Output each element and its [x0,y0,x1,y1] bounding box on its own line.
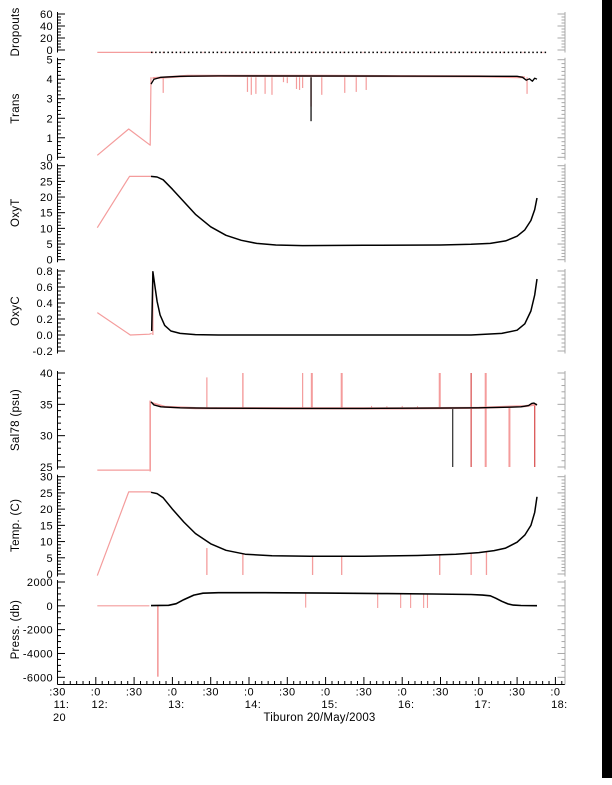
svg-text:0.6: 0.6 [37,282,54,294]
svg-text:20: 20 [40,192,53,204]
svg-text:-6000: -6000 [23,672,53,684]
y-axis-label: Press. (db) [10,600,22,660]
series-raw [96,312,152,336]
svg-text::0: :0 [550,687,560,699]
svg-text::0: :0 [244,687,254,699]
svg-text:-4000: -4000 [23,648,53,660]
svg-text:20: 20 [53,712,66,724]
y-axis-label: Trans [10,93,22,123]
svg-text:15: 15 [40,520,53,532]
svg-text::0: :0 [321,687,331,699]
svg-text::30: :30 [202,687,219,699]
svg-text:20: 20 [40,33,53,45]
svg-text:13:: 13: [168,699,185,711]
svg-text:5: 5 [46,553,53,565]
svg-text:30: 30 [40,161,53,173]
svg-text:-2000: -2000 [23,625,53,637]
svg-text:40: 40 [40,21,53,33]
svg-text:0: 0 [46,45,53,57]
svg-text:25: 25 [40,488,53,500]
series-data [150,591,538,607]
svg-text:15:: 15: [321,699,338,711]
series-data [150,75,538,85]
svg-text:2000: 2000 [27,577,53,589]
svg-text::30: :30 [279,687,296,699]
svg-text:17:: 17: [475,699,492,711]
svg-text::30: :30 [49,687,66,699]
svg-text:30: 30 [40,431,53,443]
svg-text:4: 4 [46,74,53,86]
svg-text:-0.2: -0.2 [32,346,53,358]
svg-text::0: :0 [474,687,484,699]
panel-oxyt: 0 5 10 15 20 25 30 OxyT [10,161,566,267]
y-axis-label: Dropouts [10,7,22,56]
panel-temp-c: 0 5 10 15 20 25 30 Temp. (C) [10,472,566,581]
svg-text::30: :30 [126,687,143,699]
svg-text:5: 5 [46,55,53,67]
plot-title: Tiburon 20/May/2003 [263,712,376,724]
series-raw [96,77,152,156]
series-data [150,401,538,410]
screen-edge-bar [602,0,612,778]
svg-text:5: 5 [46,239,53,251]
svg-text:0.0: 0.0 [37,330,54,342]
svg-text::0: :0 [397,687,407,699]
y-axis-label: OxyT [10,198,22,227]
svg-text:25: 25 [40,176,53,188]
series-data [150,175,538,247]
x-axis: :3011:20:012::30:013::30:014::30:015::30… [49,677,567,724]
svg-text:10: 10 [40,537,53,549]
svg-text:18:: 18: [551,699,568,711]
svg-text:0.4: 0.4 [37,298,54,310]
series-data [150,491,538,558]
svg-text:0: 0 [46,152,53,164]
svg-text:12:: 12: [92,699,109,711]
y-axis-label: Sal78 (psu) [10,389,22,451]
svg-text::30: :30 [356,687,373,699]
svg-text:3: 3 [46,94,53,106]
panel-sal78-psu: 25 30 35 40 Sal78 (psu) [10,368,566,474]
svg-text:0: 0 [46,601,53,613]
svg-text:1: 1 [46,133,53,145]
panel-trans: 0 1 2 3 4 5 Trans [10,55,566,164]
svg-text:16:: 16: [398,699,415,711]
svg-text:15: 15 [40,208,53,220]
svg-text:0: 0 [46,255,53,267]
svg-text:0.8: 0.8 [37,266,54,278]
svg-text:30: 30 [40,472,53,484]
y-axis-label: Temp. (C) [10,499,22,552]
series-raw [96,175,151,229]
y-axis-label: OxyC [10,296,22,326]
svg-text:60: 60 [40,9,53,21]
svg-text:0: 0 [46,569,53,581]
svg-text:0.2: 0.2 [37,314,54,326]
svg-text:25: 25 [40,462,53,474]
svg-text::0: :0 [167,687,177,699]
svg-text:35: 35 [40,399,53,411]
svg-text::30: :30 [509,687,526,699]
panel-press-db: -6000 -4000 -2000 0 2000 Press. (db) [10,577,566,685]
svg-text::0: :0 [91,687,101,699]
svg-text:14:: 14: [245,699,262,711]
panel-oxyc: -0.2 0.0 0.2 0.4 0.6 0.8 OxyC [10,266,566,358]
svg-text:20: 20 [40,504,53,516]
svg-text:10: 10 [40,223,53,235]
svg-text:2: 2 [46,113,53,125]
series-raw [96,491,151,576]
svg-text:11:: 11: [54,699,70,711]
series-data [150,271,538,336]
svg-text::30: :30 [432,687,449,699]
svg-text:40: 40 [40,368,53,380]
